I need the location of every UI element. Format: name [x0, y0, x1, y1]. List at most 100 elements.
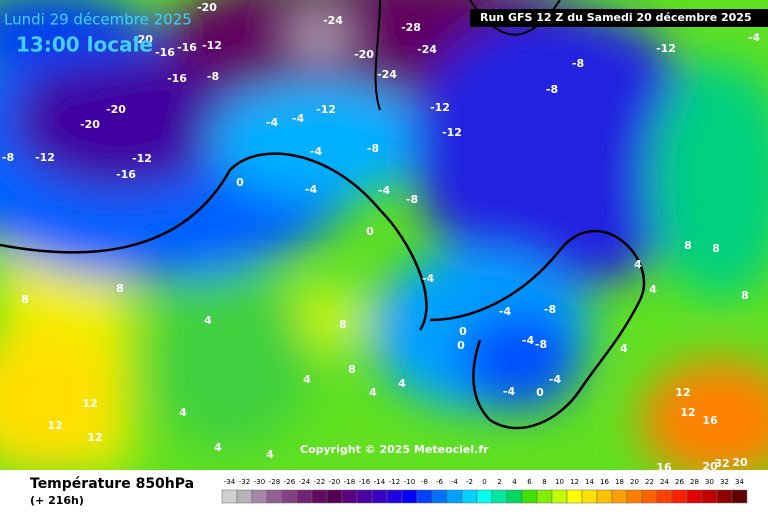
contour-label: 0: [536, 386, 544, 399]
scale-cell: [521, 489, 538, 504]
contour-label: -20: [80, 118, 100, 131]
contour-label: -24: [323, 14, 343, 27]
scale-label: 30: [705, 478, 714, 486]
run-box: [470, 9, 768, 27]
contour-label: 12: [680, 406, 695, 419]
contour-label: 4: [398, 377, 406, 390]
scale-cell: [731, 489, 748, 504]
scale-label: -20: [329, 478, 340, 486]
contour-label: -8: [406, 193, 418, 206]
scale-cell: [686, 489, 703, 504]
contour-label: -8: [546, 83, 558, 96]
scale-cell: [416, 489, 433, 504]
contour-label: -28: [401, 21, 421, 34]
contour-label: 12: [47, 419, 62, 432]
scale-cell: [296, 489, 313, 504]
contour-label: 12: [87, 431, 102, 444]
scale-label: 18: [615, 478, 624, 486]
scale-cell: [536, 489, 553, 504]
contour-label: -4: [503, 385, 516, 398]
contour-label: -4: [549, 373, 562, 386]
contour-label: -8: [535, 338, 547, 351]
contour-label: -12: [656, 42, 676, 55]
scale-cell: [641, 489, 658, 504]
scale-cell: [251, 489, 268, 504]
scale-label: 0: [482, 478, 486, 486]
scale-cell: [596, 489, 613, 504]
contour-label: -8: [207, 70, 219, 83]
contour-label: 20: [702, 460, 718, 473]
contour-label: 8: [339, 318, 347, 331]
scale-label: -28: [269, 478, 280, 486]
contour-label: -24: [377, 68, 397, 81]
scale-cell: [401, 489, 418, 504]
scale-cell: [431, 489, 448, 504]
scale-cell: [476, 489, 493, 504]
scale-label: 22: [645, 478, 654, 486]
color-scale: -34 -32 -30 -28 -26 -24 -22 -20 -18 -16 -14 -12 -10-…: [221, 478, 748, 504]
scale-label: -4: [451, 478, 459, 486]
scale-cell: [611, 489, 628, 504]
contour-label: -4: [522, 334, 535, 347]
contour-label: -12: [202, 39, 222, 52]
contour-label: 8: [741, 289, 749, 302]
contour-label: 8: [21, 293, 29, 306]
scale-cell: [656, 489, 673, 504]
scale-label: 28: [690, 478, 699, 486]
contour-label: -4: [748, 31, 761, 44]
scale-label: -22: [314, 478, 325, 486]
footer-title: Température 850hPa: [30, 476, 194, 492]
contour-label: -8: [367, 142, 379, 155]
scale-label: -32: [239, 478, 250, 486]
forecast-date: Lundi 29 décembre 2025: [4, 11, 192, 29]
contour-label: -8: [572, 57, 584, 70]
contour-label: -16: [177, 41, 197, 54]
scale-cell: [671, 489, 688, 504]
scale-label: -16: [359, 478, 371, 486]
contour-label: 4: [204, 314, 212, 327]
scale-label: 26: [675, 478, 684, 486]
scale-cell: [566, 489, 583, 504]
contour-label: -16: [155, 46, 175, 59]
scale-label: 6: [527, 478, 532, 486]
scale-label: -6: [436, 478, 444, 486]
contour-label: -16: [167, 72, 187, 85]
scale-label: 34: [735, 478, 744, 486]
scale-cell: [221, 489, 238, 504]
contour-label: 0: [236, 176, 244, 189]
contour-label: -16: [116, 168, 136, 181]
contour-label: 8: [348, 363, 356, 376]
contour-label: 20: [732, 456, 748, 469]
contour-label: -4: [266, 116, 279, 129]
contour-label: 8: [116, 282, 124, 295]
scale-cell: [716, 489, 733, 504]
contour-label: -8: [544, 303, 556, 316]
scale-label: -2: [466, 478, 473, 486]
scale-cell: [386, 489, 403, 504]
map-labels: -20-24-28-20 -24-24-12-4-16 -16 -12-20-16 -8…: [2, 1, 761, 474]
scale-cell: [266, 489, 283, 504]
scale-cell: [341, 489, 358, 504]
scale-label: 14: [585, 478, 594, 486]
contour-label: 4: [266, 448, 274, 461]
contour-label: 0: [459, 325, 467, 338]
contour-label: -4: [305, 183, 318, 196]
contour-label: 4: [214, 441, 222, 454]
contour-label: -12: [442, 126, 462, 139]
contour-label: 0: [457, 339, 465, 352]
scale-cell: [551, 489, 568, 504]
map-background: [0, 0, 768, 480]
scale-label: -10: [404, 478, 415, 486]
scale-label: -34: [224, 478, 236, 486]
contour-label: 12: [82, 397, 97, 410]
contour-label: 4: [634, 258, 642, 271]
contour-label: -12: [35, 151, 55, 164]
contour-label: -4: [378, 184, 391, 197]
contour-label: 0: [366, 225, 374, 238]
scale-cell: [581, 489, 598, 504]
scale-cell: [626, 489, 643, 504]
scale-cell: [281, 489, 298, 504]
scale-label: 16: [600, 478, 609, 486]
contour-label: -20: [197, 1, 217, 14]
scale-label: 12: [570, 478, 579, 486]
